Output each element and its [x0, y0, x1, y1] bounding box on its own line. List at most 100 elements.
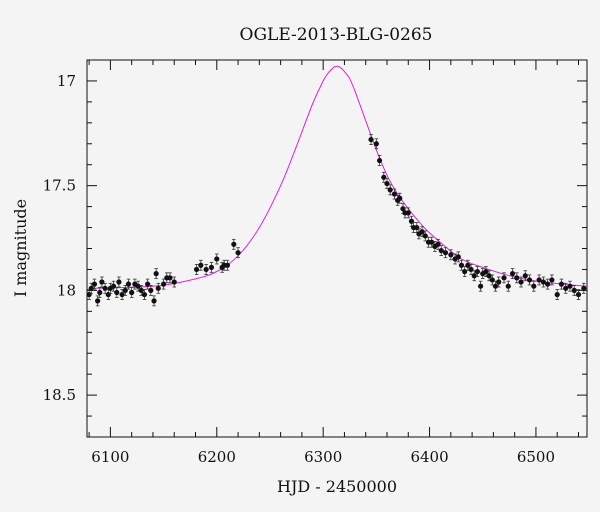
- x-tick-label: 6500: [517, 448, 555, 466]
- point-marker: [231, 241, 237, 247]
- data-point: [429, 236, 435, 248]
- point-marker: [400, 206, 406, 212]
- point-marker: [458, 262, 465, 268]
- data-point: [549, 274, 555, 286]
- data-point: [458, 259, 465, 271]
- point-marker: [474, 268, 481, 275]
- point-marker: [483, 268, 489, 275]
- point-marker: [122, 287, 128, 293]
- point-marker: [558, 281, 565, 287]
- tick-labels: 6100 6200 6300 6400 6500 17 17.5 18 18.5: [43, 72, 555, 466]
- point-marker: [141, 291, 148, 298]
- point-marker: [438, 247, 444, 254]
- data-point: [514, 272, 520, 284]
- data-point: [125, 278, 132, 290]
- point-marker: [368, 136, 374, 143]
- data-point: [141, 289, 148, 300]
- data-points: [86, 134, 587, 307]
- point-marker: [505, 283, 511, 289]
- data-point: [554, 289, 560, 300]
- data-point: [478, 280, 484, 292]
- point-marker: [575, 291, 582, 298]
- data-point: [97, 287, 103, 298]
- point-marker: [531, 283, 537, 289]
- data-point: [501, 272, 507, 284]
- data-point: [368, 134, 374, 145]
- x-tick-label: 6200: [198, 448, 236, 466]
- data-point: [405, 207, 411, 219]
- point-marker: [522, 273, 528, 279]
- data-point: [155, 282, 161, 294]
- point-marker: [536, 277, 542, 283]
- data-point: [381, 171, 387, 183]
- data-point: [435, 238, 441, 250]
- point-marker: [148, 287, 154, 293]
- x-axis-title: HJD - 2450000: [277, 477, 397, 496]
- data-point: [198, 259, 204, 271]
- data-point: [193, 264, 200, 275]
- data-point: [442, 247, 449, 259]
- data-point: [575, 289, 582, 300]
- data-point: [489, 274, 495, 286]
- data-point: [373, 138, 379, 150]
- data-point: [581, 282, 587, 294]
- data-point: [387, 184, 393, 196]
- data-point: [153, 268, 159, 280]
- x-tick-label: 6300: [304, 448, 342, 466]
- point-marker: [95, 298, 101, 304]
- point-marker: [160, 281, 167, 287]
- data-point: [208, 261, 215, 273]
- data-point: [203, 264, 209, 275]
- y-tick-label: 18.5: [43, 386, 76, 404]
- data-point: [397, 192, 403, 204]
- point-marker: [462, 268, 468, 275]
- data-point: [114, 287, 120, 298]
- data-point: [391, 188, 398, 200]
- data-point: [91, 278, 98, 290]
- point-marker: [526, 277, 533, 283]
- point-marker: [373, 141, 379, 147]
- data-point: [99, 276, 105, 288]
- point-marker: [193, 266, 200, 273]
- y-tick-label: 17: [57, 72, 76, 90]
- point-marker: [435, 241, 441, 247]
- point-marker: [155, 285, 161, 291]
- y-tick-label: 18: [57, 281, 76, 299]
- point-marker: [88, 285, 94, 291]
- point-marker: [405, 210, 411, 216]
- point-marker: [381, 174, 387, 180]
- point-marker: [151, 298, 157, 304]
- data-point: [129, 287, 135, 298]
- data-point: [567, 280, 573, 292]
- point-marker: [509, 271, 516, 277]
- point-marker: [540, 279, 546, 285]
- point-marker: [465, 262, 471, 268]
- data-point: [522, 270, 528, 282]
- point-marker: [135, 283, 141, 289]
- point-marker: [153, 271, 159, 277]
- point-marker: [563, 285, 569, 291]
- point-marker: [471, 273, 477, 279]
- chart-title: OGLE-2013-BLG-0265: [240, 25, 433, 45]
- point-marker: [486, 273, 492, 279]
- x-tick-label: 6100: [91, 448, 129, 466]
- point-marker: [545, 281, 551, 287]
- data-point: [231, 238, 237, 250]
- data-point: [509, 268, 516, 280]
- point-marker: [442, 250, 449, 256]
- data-point: [474, 266, 481, 277]
- point-marker: [145, 281, 151, 287]
- data-point: [151, 295, 157, 307]
- point-marker: [397, 195, 403, 201]
- point-marker: [99, 279, 105, 285]
- data-point: [138, 284, 144, 296]
- point-marker: [171, 279, 177, 285]
- data-point: [558, 278, 565, 290]
- point-marker: [224, 262, 231, 268]
- point-marker: [235, 250, 241, 256]
- point-marker: [489, 277, 495, 283]
- axis-ticks: [87, 59, 587, 438]
- data-point: [571, 284, 577, 296]
- point-marker: [571, 287, 577, 293]
